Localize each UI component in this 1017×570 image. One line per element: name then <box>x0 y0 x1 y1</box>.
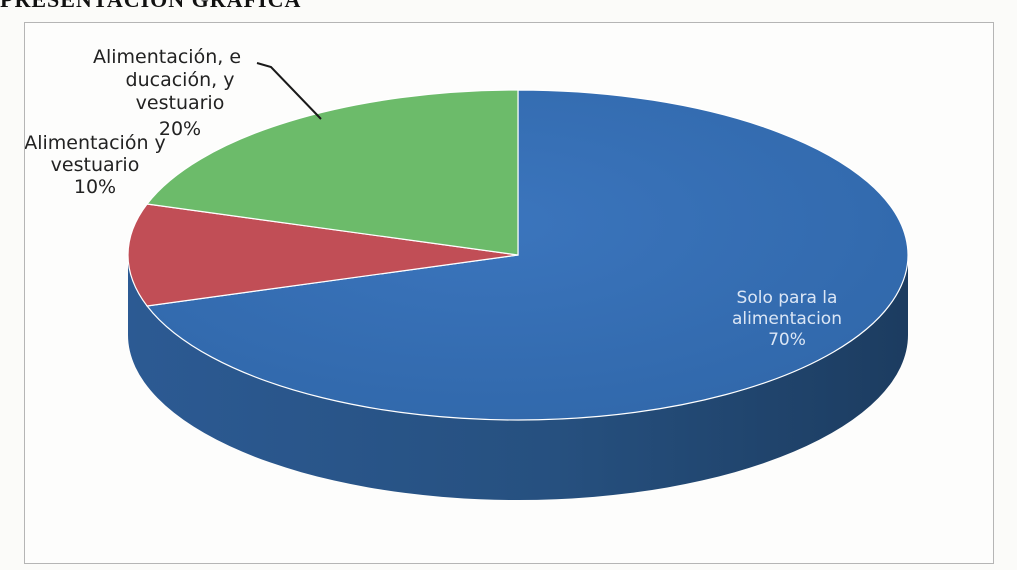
pie-label-1: Alimentación y vestuario 10% <box>25 132 166 198</box>
pie-label-0-line-2: 70% <box>768 330 806 350</box>
pie-slices <box>127 89 909 421</box>
pie-label-2-line-0: Alimentación, e <box>93 46 241 68</box>
pie-label-2-line-2: vestuario <box>136 92 225 114</box>
pie-leader-lines <box>256 62 322 120</box>
pie-label-0: Solo para la alimentacion 70% <box>732 288 842 350</box>
pie-label-0-line-1: alimentacion <box>732 309 842 329</box>
pie-slice-1 <box>127 203 519 307</box>
pie-side-wall <box>128 255 908 500</box>
pie-label-2-line-1: ducación, y <box>126 69 235 91</box>
pie-label-2: Alimentación, e ducación, y vestuario 20% <box>93 46 241 140</box>
pie-slice-0 <box>145 89 909 421</box>
pie-label-2-line-3: 20% <box>159 118 201 140</box>
pie-chart: Solo para la alimentacion 70% Alimentación … <box>25 46 909 500</box>
pie-data-labels: Solo para la alimentacion 70% Alimentación … <box>25 46 842 350</box>
page-heading-fragment: PRESENTACIÓN GRÁFICA <box>0 0 301 13</box>
pie-label-1-line-0: Alimentación y <box>25 132 166 154</box>
pie-label-0-line-0: Solo para la <box>737 288 838 308</box>
pie-label-1-line-2: 10% <box>74 176 116 198</box>
chart-frame: Solo para la alimentacion 70% Alimentación … <box>24 22 994 564</box>
pie-leader-line-2 <box>256 62 322 120</box>
pie-side <box>128 255 908 500</box>
pie-label-1-line-1: vestuario <box>51 154 140 176</box>
pie-slice-2 <box>145 89 519 256</box>
